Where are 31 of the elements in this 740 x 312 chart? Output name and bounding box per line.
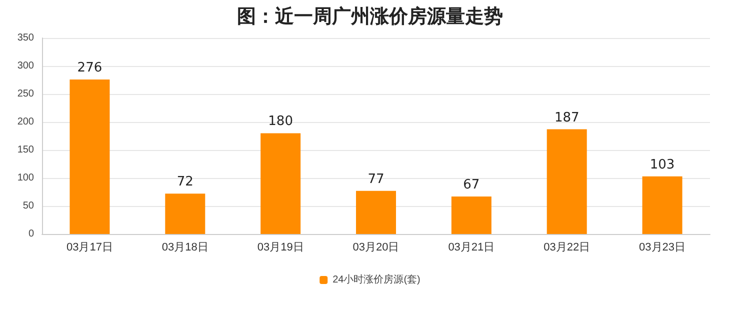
legend-label: 24小时涨价房源(套) <box>332 274 420 286</box>
x-tick-label: 03月20日 <box>352 242 400 254</box>
data-label: 103 <box>650 157 675 172</box>
x-tick-label: 03月17日 <box>66 242 113 254</box>
data-label: 77 <box>368 172 384 187</box>
bar <box>260 133 301 234</box>
x-tick-label: 03月19日 <box>257 242 304 254</box>
y-tick-label: 50 <box>22 200 34 212</box>
x-tick-label: 03月22日 <box>544 242 590 254</box>
bar <box>165 194 206 234</box>
bar <box>356 190 396 234</box>
data-label: 180 <box>268 114 293 130</box>
data-label: 67 <box>463 177 480 192</box>
y-tick-label: 100 <box>17 172 34 184</box>
x-tick-label: 03月21日 <box>448 242 495 254</box>
x-tick-label: 03月18日 <box>162 242 208 254</box>
y-tick-label: 200 <box>17 116 34 128</box>
bar <box>451 196 492 234</box>
bar <box>642 176 682 234</box>
y-tick-label: 300 <box>17 60 34 72</box>
x-tick-label: 03月23日 <box>639 242 686 254</box>
data-label: 276 <box>77 60 102 76</box>
data-label: 187 <box>554 110 580 126</box>
chart-title: 图：近一周广州涨价房源量走势 <box>237 6 503 28</box>
bar <box>70 79 110 234</box>
data-label: 72 <box>176 174 194 190</box>
y-tick-label: 150 <box>17 144 34 156</box>
y-tick-label: 0 <box>28 228 34 240</box>
y-tick-label: 250 <box>17 88 34 100</box>
bar <box>546 129 587 234</box>
y-tick-label: 350 <box>17 32 34 44</box>
